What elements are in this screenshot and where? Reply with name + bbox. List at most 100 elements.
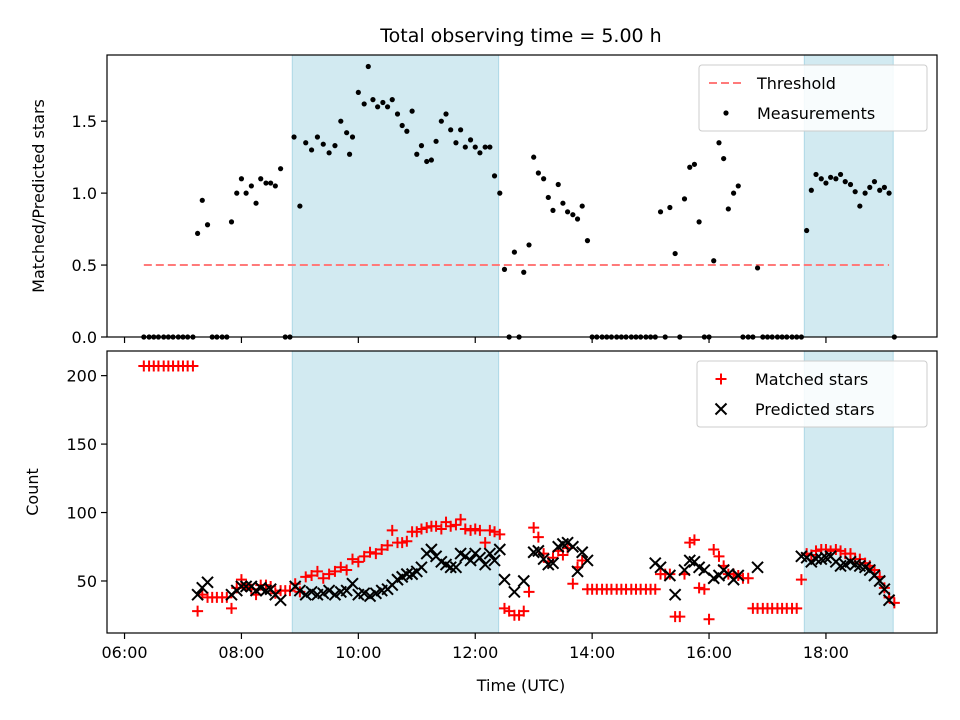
data-point: [268, 180, 274, 186]
data-point: [234, 190, 240, 196]
data-point: [396, 537, 408, 549]
data-point: [322, 584, 336, 597]
data-point: [445, 520, 457, 532]
data-point: [688, 534, 700, 546]
data-point: [511, 249, 518, 255]
data-point: [493, 543, 506, 556]
series-predicted-stars: [191, 536, 896, 607]
data-point: [238, 176, 245, 182]
data-point: [813, 171, 819, 178]
data-point: [263, 180, 269, 186]
data-point: [401, 535, 413, 547]
data-point: [311, 565, 323, 577]
data-point: [663, 569, 677, 582]
data-point: [192, 605, 204, 617]
bottom-panel-counts: 06:00 08:00 10:00 12:00 14:00 16:00 18:00 50 100…: [23, 350, 938, 662]
y-tick-label: 50: [77, 572, 97, 591]
data-point: [344, 130, 350, 136]
x-tick-label: 16:00: [686, 643, 732, 662]
shaded-span: [291, 54, 500, 338]
data-point: [574, 216, 581, 222]
data-point: [847, 181, 854, 188]
data-point: [415, 561, 428, 574]
data-point: [882, 593, 896, 607]
data-point: [235, 580, 248, 593]
data-point: [433, 138, 439, 144]
y-tick-label: 0.5: [72, 256, 97, 275]
data-point: [320, 141, 326, 147]
data-point: [384, 104, 391, 110]
data-point: [547, 552, 559, 564]
data-point: [501, 266, 508, 272]
data-point: [478, 558, 492, 571]
data-point: [352, 556, 364, 568]
data-point: [314, 134, 321, 140]
data-point: [852, 189, 858, 195]
legend: Matched stars Predicted stars: [696, 360, 928, 428]
data-point: [674, 611, 686, 623]
data-point: [575, 546, 589, 559]
data-point: [228, 219, 235, 225]
data-point: [448, 127, 454, 133]
data-point: [482, 144, 488, 150]
data-point: [308, 147, 315, 153]
data-point: [725, 206, 731, 212]
data-point: [472, 144, 478, 150]
data-point: [317, 572, 329, 584]
data-point: [243, 190, 249, 196]
data-point: [698, 583, 710, 595]
data-point: [691, 161, 698, 167]
data-point: [696, 219, 702, 225]
x-tick-label: 06:00: [101, 643, 147, 662]
data-point: [535, 170, 541, 176]
legend: Threshold Measurements: [698, 64, 928, 132]
data-point: [523, 586, 535, 598]
data-point: [382, 539, 394, 551]
data-point: [443, 111, 449, 117]
data-point: [730, 190, 737, 196]
data-point: [584, 238, 591, 244]
data-point: [581, 554, 594, 567]
data-point: [380, 99, 386, 106]
data-point: [488, 554, 501, 567]
data-point: [487, 144, 493, 150]
data-point: [355, 89, 361, 96]
data-point: [300, 571, 312, 583]
data-point: [716, 140, 722, 146]
data-point: [477, 150, 483, 156]
data-point: [329, 565, 341, 577]
data-point: [808, 187, 814, 193]
y-tick-label: 0.0: [72, 328, 97, 347]
data-point: [272, 183, 278, 189]
data-point: [469, 523, 481, 535]
data-point: [579, 203, 585, 209]
data-point: [837, 171, 844, 178]
data-point: [842, 179, 848, 185]
data-point: [323, 568, 335, 580]
data-point: [833, 176, 839, 182]
data-point: [567, 578, 579, 590]
data-point: [332, 143, 338, 149]
data-point: [364, 546, 376, 558]
data-point: [711, 258, 717, 264]
data-point: [465, 524, 477, 536]
data-point: [546, 556, 560, 570]
data-point: [693, 582, 705, 594]
data-point: [862, 190, 868, 196]
data-point: [703, 613, 715, 625]
legend-label: Measurements: [757, 104, 875, 123]
data-point: [681, 196, 688, 202]
data-point: [444, 561, 457, 574]
data-point: [376, 543, 388, 555]
data-point: [483, 547, 497, 560]
shaded-span: [291, 350, 500, 634]
data-point: [886, 190, 892, 196]
data-point: [404, 128, 410, 134]
legend-label: Threshold: [756, 74, 836, 93]
data-point: [459, 523, 471, 535]
data-point: [361, 101, 367, 107]
y-axis-label: Count: [23, 468, 42, 516]
data-point: [194, 230, 201, 237]
data-point: [531, 154, 537, 160]
data-point: [667, 204, 673, 211]
